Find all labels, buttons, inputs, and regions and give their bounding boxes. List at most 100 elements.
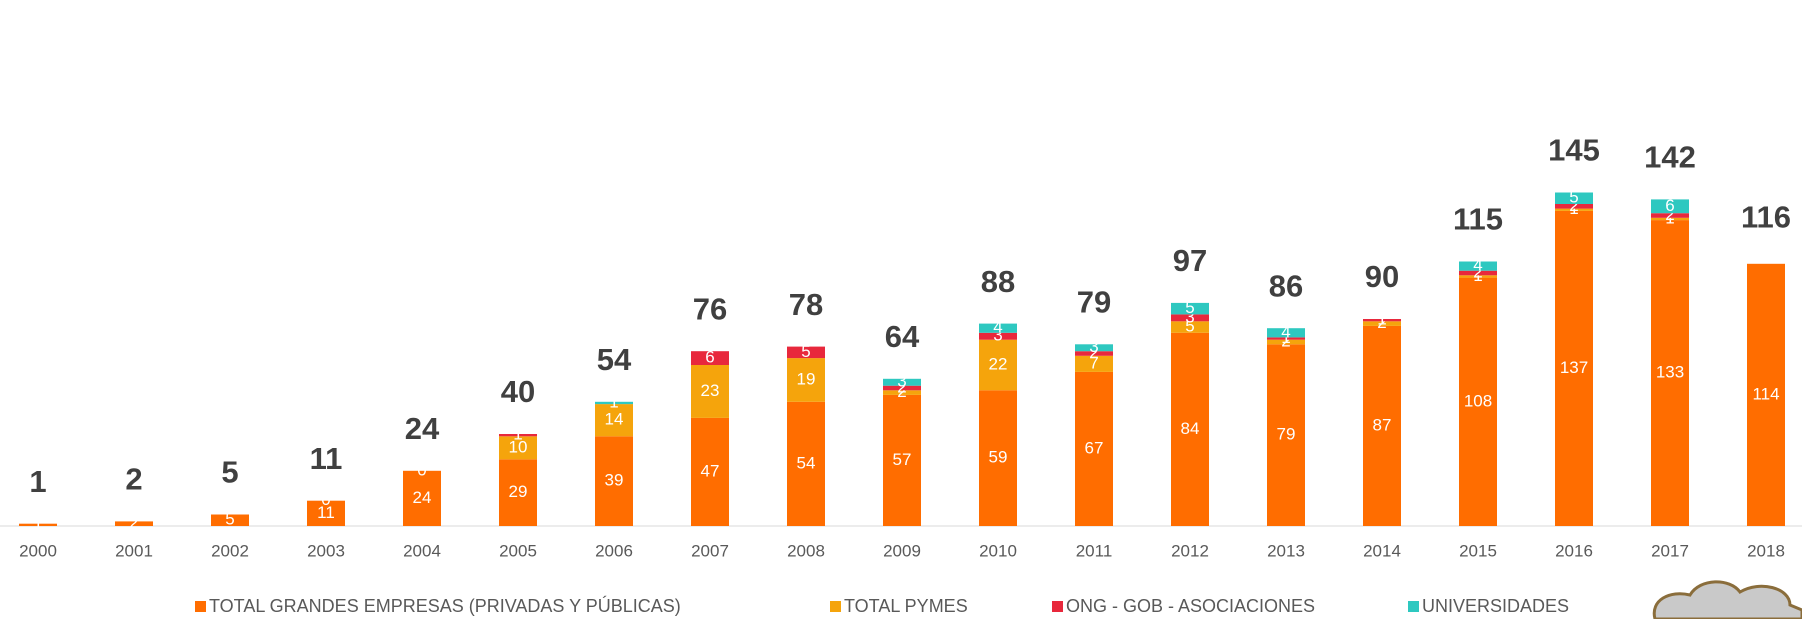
segment-label: 87 <box>1373 415 1392 434</box>
x-tick-label: 2017 <box>1651 541 1689 560</box>
segment-label: 11 <box>317 503 335 522</box>
total-label: 97 <box>1173 243 1207 278</box>
bar-segment <box>19 523 57 526</box>
bar-segment <box>1555 192 1593 204</box>
segment-label: 2 <box>1473 262 1482 281</box>
segment-label: 137 <box>1560 358 1588 377</box>
segment-label: 4 <box>1473 256 1482 275</box>
bar-segment <box>1555 210 1593 526</box>
segment-label: 39 <box>605 471 624 490</box>
total-label: 54 <box>597 342 632 377</box>
segment-label: 54 <box>797 453 816 472</box>
bar-segment <box>595 436 633 526</box>
cloud-icon <box>1652 580 1802 619</box>
segment-label: 10 <box>509 437 528 456</box>
x-tick-label: 2006 <box>595 541 633 560</box>
bar-segment <box>691 351 729 365</box>
segment-label: 2 <box>1569 196 1578 215</box>
segment-label: 1 <box>1665 208 1674 227</box>
segment-label: 133 <box>1656 363 1684 382</box>
segment-label: 0 <box>321 490 330 509</box>
segment-label: 0 <box>417 460 426 479</box>
segment-label: 2 <box>1377 313 1386 332</box>
bar-segment <box>1267 344 1305 526</box>
segment-label: 1 <box>1569 199 1578 218</box>
segment-label: 1 <box>1281 328 1290 347</box>
x-tick-label: 2005 <box>499 541 537 560</box>
total-label: 79 <box>1077 284 1111 319</box>
bar-segment <box>787 358 825 402</box>
bar-segment <box>499 434 537 437</box>
segment-label: 5 <box>801 342 810 361</box>
segment-label: 22 <box>989 354 1008 373</box>
bar-segment <box>1651 217 1689 221</box>
segment-label: 3 <box>1089 337 1098 356</box>
segment-label: 114 <box>1752 384 1779 403</box>
bar-segment <box>883 378 921 386</box>
segment-label: 1 <box>1377 310 1386 329</box>
bar-segment <box>979 332 1017 340</box>
x-tick-label: 2007 <box>691 541 729 560</box>
total-label: 145 <box>1548 133 1600 168</box>
total-label: 90 <box>1365 259 1399 294</box>
bar-segment <box>1459 277 1497 526</box>
bar-segment <box>595 404 633 437</box>
segment-label: 3 <box>993 326 1002 345</box>
legend-label: TOTAL GRANDES EMPRESAS (PRIVADAS Y PÚBLI… <box>209 595 681 616</box>
bar-segment <box>691 365 729 418</box>
segment-label: 19 <box>797 369 816 388</box>
segment-label: 3 <box>1185 307 1194 326</box>
segment-label: 1 <box>1473 266 1482 285</box>
legend-label: TOTAL PYMES <box>844 596 968 616</box>
total-label: 24 <box>405 411 440 446</box>
bar-segment <box>595 401 633 405</box>
total-label: 64 <box>885 319 920 354</box>
bar-segment <box>691 417 729 526</box>
bar-segment <box>1363 325 1401 526</box>
x-tick-label: 2004 <box>403 541 441 560</box>
total-label: 78 <box>789 287 823 322</box>
bar-segment <box>787 346 825 359</box>
segment-label: 23 <box>701 381 720 400</box>
segment-label: 5 <box>225 510 234 529</box>
bar-segment <box>1651 213 1689 218</box>
total-label: 88 <box>981 264 1015 299</box>
total-label: 11 <box>310 441 343 476</box>
segment-label: 14 <box>605 410 624 429</box>
x-tick-label: 2018 <box>1747 541 1785 560</box>
bar-segment <box>979 339 1017 391</box>
bar-segment <box>1651 199 1689 214</box>
legend-swatch <box>195 601 206 612</box>
bar-segment <box>211 514 249 526</box>
total-label: 116 <box>1741 199 1791 234</box>
segment-label: 6 <box>705 348 714 367</box>
total-label: 115 <box>1453 202 1503 237</box>
bar-segment <box>1075 351 1113 356</box>
segment-label: 7 <box>1089 353 1098 372</box>
bar-segment <box>883 390 921 395</box>
segment-label: 79 <box>1277 425 1296 444</box>
x-tick-label: 2011 <box>1076 541 1113 560</box>
segment-label: 5 <box>1569 188 1578 207</box>
bar-segment <box>403 470 441 526</box>
segment-label: 5 <box>1185 298 1194 317</box>
bar-segment <box>1171 332 1209 526</box>
x-tick-label: 2010 <box>979 541 1017 560</box>
segment-label: 4 <box>1281 322 1290 341</box>
bar-segment <box>1459 270 1497 276</box>
total-label: 1 <box>29 464 46 499</box>
segment-label: 1 <box>609 392 618 411</box>
segment-label: 3 <box>897 372 906 391</box>
segment-label: 2 <box>897 377 906 396</box>
x-tick-label: 2016 <box>1555 541 1593 560</box>
segment-label: 24 <box>413 488 432 507</box>
legend-label: ONG - GOB - ASOCIACIONES <box>1066 596 1315 616</box>
total-label: 2 <box>125 462 142 497</box>
total-label: 142 <box>1644 140 1696 175</box>
segment-label: 108 <box>1464 391 1492 410</box>
legend-swatch <box>1408 601 1419 612</box>
bar-segment <box>883 394 921 526</box>
legend-swatch <box>1052 601 1063 612</box>
bar-segment <box>979 390 1017 526</box>
